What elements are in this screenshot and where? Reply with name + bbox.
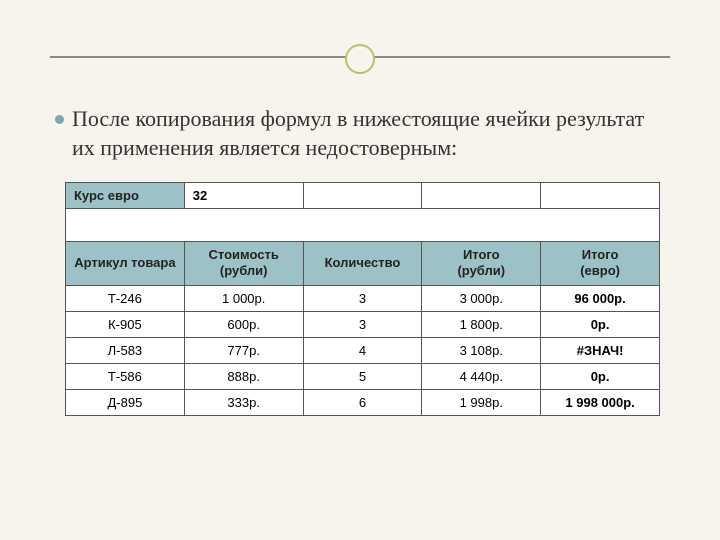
- bullet-text-content: После копирования формул в нижестоящие я…: [72, 105, 665, 162]
- table-row: Л-583 777р. 4 3 108р. #ЗНАЧ!: [66, 337, 660, 363]
- header-total-eur-a: Итого: [582, 247, 619, 262]
- cell-article: К-905: [66, 311, 185, 337]
- cell-total-eur: 0р.: [541, 363, 660, 389]
- header-total-rub-b: (рубли): [457, 263, 505, 278]
- cell-total-rub: 3 000р.: [422, 285, 541, 311]
- header-cost-b: (рубли): [220, 263, 268, 278]
- cell-cost: 600р.: [184, 311, 303, 337]
- cell-cost: 888р.: [184, 363, 303, 389]
- cell-article: Л-583: [66, 337, 185, 363]
- cell-cost: 333р.: [184, 389, 303, 415]
- cell-total-eur: 0р.: [541, 311, 660, 337]
- blank-row: [66, 209, 660, 242]
- cell-article: Т-246: [66, 285, 185, 311]
- header-total-rub: Итого (рубли): [422, 242, 541, 286]
- cell-total-rub: 4 440р.: [422, 363, 541, 389]
- circle-decoration: [345, 44, 375, 74]
- cell-article: Т-586: [66, 363, 185, 389]
- header-cost: Стоимость (рубли): [184, 242, 303, 286]
- bullet-paragraph: После копирования формул в нижестоящие я…: [55, 105, 665, 162]
- header-cost-a: Стоимость: [209, 247, 279, 262]
- cell-cost: 1 000р.: [184, 285, 303, 311]
- cell-total-eur: #ЗНАЧ!: [541, 337, 660, 363]
- cell-total-eur: 96 000р.: [541, 285, 660, 311]
- header-qty: Количество: [303, 242, 422, 286]
- header-total-eur-b: (евро): [580, 263, 620, 278]
- cell-qty: 3: [303, 285, 422, 311]
- table-row: Д-895 333р. 6 1 998р. 1 998 000р.: [66, 389, 660, 415]
- cell-qty: 4: [303, 337, 422, 363]
- kurs-row: Курс евро 32: [66, 183, 660, 209]
- empty-cell: [541, 183, 660, 209]
- table-row: Т-246 1 000р. 3 3 000р. 96 000р.: [66, 285, 660, 311]
- empty-cell: [303, 183, 422, 209]
- cell-cost: 777р.: [184, 337, 303, 363]
- header-article: Артикул товара: [66, 242, 185, 286]
- empty-cell: [422, 183, 541, 209]
- table-row: Т-586 888р. 5 4 440р. 0р.: [66, 363, 660, 389]
- cell-article: Д-895: [66, 389, 185, 415]
- bullet-icon: [55, 115, 64, 124]
- blank-cell: [66, 209, 660, 242]
- slide-content: После копирования формул в нижестоящие я…: [55, 105, 665, 416]
- cell-total-rub: 1 800р.: [422, 311, 541, 337]
- cell-qty: 3: [303, 311, 422, 337]
- cell-total-eur: 1 998 000р.: [541, 389, 660, 415]
- cell-qty: 5: [303, 363, 422, 389]
- data-table-wrap: Курс евро 32 Артикул товара Стоимость (р…: [65, 182, 660, 416]
- header-row: Артикул товара Стоимость (рубли) Количес…: [66, 242, 660, 286]
- header-total-eur: Итого (евро): [541, 242, 660, 286]
- table-row: К-905 600р. 3 1 800р. 0р.: [66, 311, 660, 337]
- header-total-rub-a: Итого: [463, 247, 500, 262]
- data-table: Курс евро 32 Артикул товара Стоимость (р…: [65, 182, 660, 416]
- cell-total-rub: 1 998р.: [422, 389, 541, 415]
- cell-total-rub: 3 108р.: [422, 337, 541, 363]
- cell-qty: 6: [303, 389, 422, 415]
- kurs-value: 32: [184, 183, 303, 209]
- kurs-label: Курс евро: [66, 183, 185, 209]
